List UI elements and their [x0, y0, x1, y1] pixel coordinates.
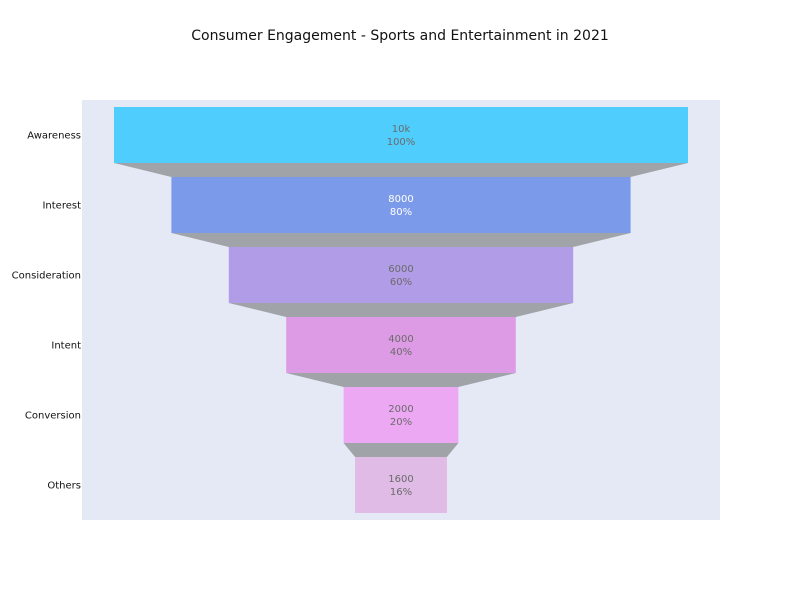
- chart-title: Consumer Engagement - Sports and Enterta…: [191, 28, 609, 44]
- value-label-consideration: 6000: [388, 264, 413, 275]
- connector-consideration: [228, 303, 574, 317]
- category-label-interest: Interest: [42, 201, 81, 212]
- value-label-awareness: 10k: [392, 124, 411, 135]
- connector-awareness: [114, 163, 688, 177]
- category-label-others: Others: [47, 481, 81, 492]
- bar-interest[interactable]: [171, 177, 631, 233]
- percent-label-conversion: 20%: [390, 417, 412, 428]
- category-label-conversion: Conversion: [25, 411, 81, 422]
- bar-intent[interactable]: [286, 317, 516, 373]
- connectors: [114, 163, 688, 457]
- bar-conversion[interactable]: [343, 387, 459, 443]
- value-label-interest: 8000: [388, 194, 413, 205]
- value-label-conversion: 2000: [388, 404, 413, 415]
- percent-label-others: 16%: [390, 487, 412, 498]
- percent-label-intent: 40%: [390, 347, 412, 358]
- percent-label-consideration: 60%: [390, 277, 412, 288]
- connector-conversion: [343, 443, 459, 457]
- connector-intent: [286, 373, 516, 387]
- connector-interest: [171, 233, 631, 247]
- value-label-others: 1600: [388, 474, 413, 485]
- bar-awareness[interactable]: [114, 107, 688, 163]
- category-label-consideration: Consideration: [12, 271, 81, 282]
- category-label-intent: Intent: [51, 341, 81, 352]
- value-labels: 10k 100% 8000 80% 6000 60% 4000 40% 2000 20% 1600 1…: [387, 124, 416, 498]
- funnel-bars: [114, 107, 688, 513]
- percent-label-interest: 80%: [390, 207, 412, 218]
- percent-label-awareness: 100%: [387, 137, 416, 148]
- stage-labels: Awareness Interest Consideration Intent Conv…: [12, 131, 81, 492]
- bar-others[interactable]: [355, 457, 447, 513]
- category-label-awareness: Awareness: [27, 131, 81, 142]
- bar-consideration[interactable]: [228, 247, 574, 303]
- value-label-intent: 4000: [388, 334, 413, 345]
